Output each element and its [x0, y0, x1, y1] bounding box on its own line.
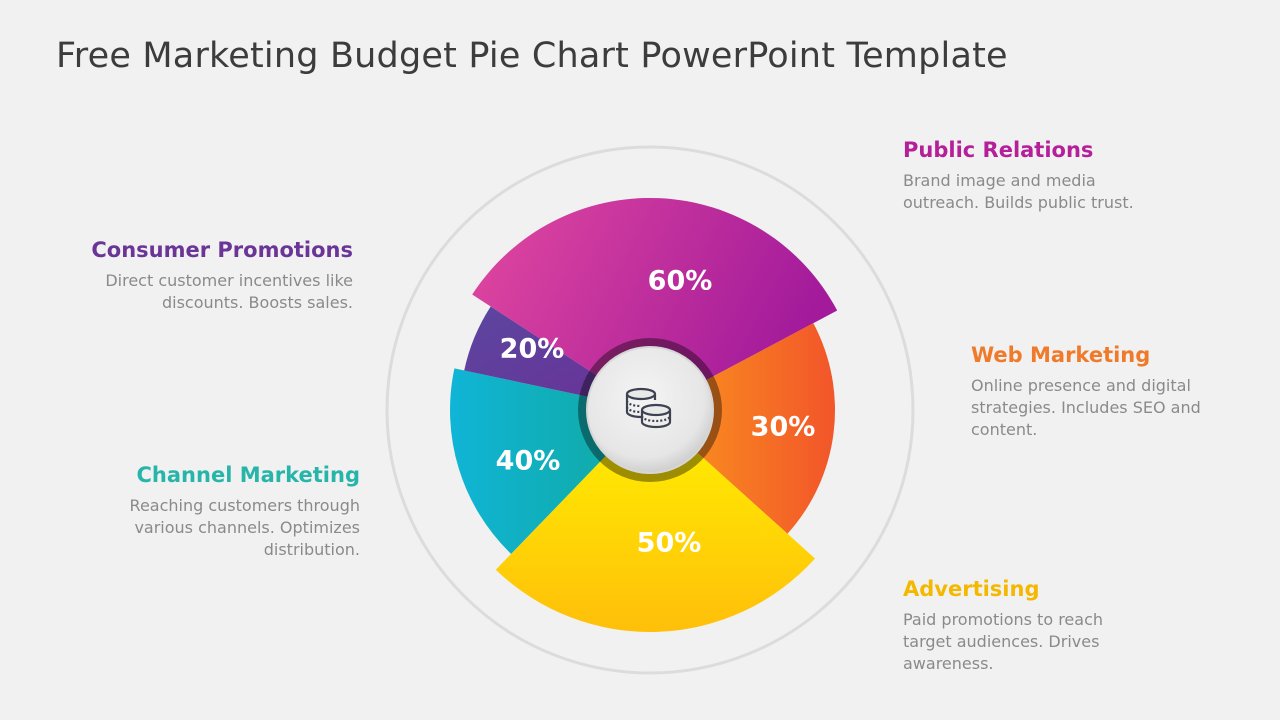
description-advertising: Paid promotions to reach target audience… [903, 610, 1103, 673]
annotation-channel-marketing: Channel Marketing Reaching customers thr… [60, 463, 360, 561]
value-label-advertising: 50% [636, 527, 702, 559]
description-channel-marketing: Reaching customers through various chann… [129, 496, 360, 559]
segment-public-relations[interactable] [472, 197, 838, 410]
segment-web-marketing[interactable] [650, 323, 835, 534]
annotation-consumer-promotions: Consumer Promotions Direct customer ince… [55, 238, 353, 314]
description-web-marketing: Online presence and digital strategies. … [971, 376, 1201, 439]
annotation-public-relations: Public Relations Brand image and media o… [903, 138, 1203, 214]
value-label-channel-marketing: 40% [495, 445, 561, 477]
value-label-consumer-promotions: 20% [499, 333, 565, 365]
coins-icon [625, 387, 672, 429]
slide-title: Free Marketing Budget Pie Chart PowerPoi… [56, 36, 1008, 76]
heading-web-marketing: Web Marketing [971, 343, 1151, 367]
heading-public-relations: Public Relations [903, 138, 1094, 162]
description-consumer-promotions: Direct customer incentives like discount… [105, 271, 353, 312]
description-public-relations: Brand image and media outreach. Builds p… [903, 171, 1134, 212]
value-label-web-marketing: 30% [750, 411, 816, 443]
heading-advertising: Advertising [903, 577, 1040, 601]
segment-advertising[interactable] [495, 410, 815, 632]
heading-channel-marketing: Channel Marketing [136, 463, 360, 487]
outer-ring [385, 145, 915, 675]
value-label-public-relations: 60% [647, 265, 713, 297]
heading-consumer-promotions: Consumer Promotions [91, 238, 353, 262]
annotation-web-marketing: Web Marketing Online presence and digita… [971, 343, 1246, 441]
annotation-advertising: Advertising Paid promotions to reach tar… [903, 577, 1163, 675]
